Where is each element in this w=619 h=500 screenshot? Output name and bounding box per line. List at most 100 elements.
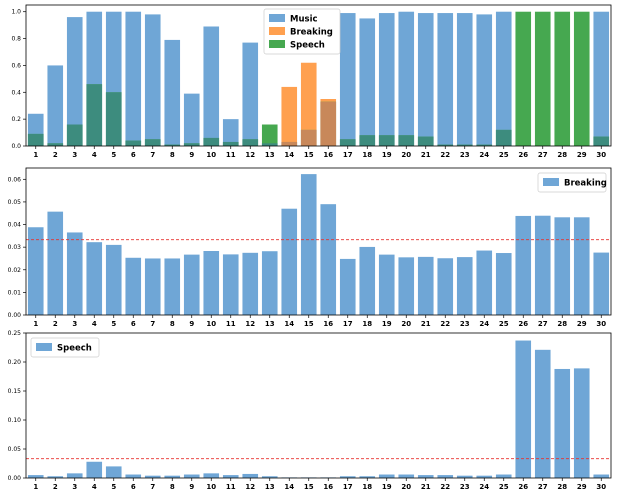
bar-speech-27 xyxy=(534,11,551,146)
bar-music-25 xyxy=(495,11,512,146)
xtick-label: 15 xyxy=(304,151,314,159)
ytick-label: 0.00 xyxy=(8,312,22,319)
ytick-label: 0.2 xyxy=(11,116,21,123)
bar-speech-3 xyxy=(66,473,83,478)
bar-speech-29 xyxy=(573,368,590,478)
bar-speech-28 xyxy=(554,11,571,146)
xtick-label: 24 xyxy=(479,483,489,491)
xtick-label: 3 xyxy=(72,483,77,491)
xtick-label: 25 xyxy=(499,483,509,491)
bar-music-30 xyxy=(593,11,610,146)
bar-overlap-30 xyxy=(593,136,610,146)
xtick-label: 4 xyxy=(92,320,97,328)
bar-overlap-16 xyxy=(320,101,337,146)
xtick-label: 20 xyxy=(401,320,411,328)
bar-overlap-22 xyxy=(437,144,454,146)
ytick-label: 0.01 xyxy=(8,289,22,296)
xtick-label: 15 xyxy=(304,483,314,491)
bar-music-18 xyxy=(359,18,376,146)
legend-label-speech: Speech xyxy=(290,41,325,51)
bar-speech-13 xyxy=(261,124,278,146)
bar-overlap-4 xyxy=(86,84,103,146)
bar-music-11 xyxy=(222,119,239,146)
xtick-label: 27 xyxy=(538,151,548,159)
xtick-label: 7 xyxy=(150,483,155,491)
bar-speech-6 xyxy=(125,474,142,478)
bar-breaking-15 xyxy=(300,62,317,146)
legend-swatch-speech xyxy=(269,40,285,48)
bar-music-8 xyxy=(164,39,181,146)
bar-speech-26 xyxy=(515,340,532,478)
axes-frame xyxy=(25,167,612,316)
xtick-label: 11 xyxy=(226,151,236,159)
bar-overlap-20 xyxy=(398,135,415,146)
xtick-label: 10 xyxy=(206,483,216,491)
bar-music-10 xyxy=(203,26,220,147)
xtick-label: 25 xyxy=(499,320,509,328)
bar-speech-24 xyxy=(476,475,493,478)
bar-speech-2 xyxy=(47,476,64,478)
bar-breaking-27 xyxy=(534,215,551,315)
xtick-label: 27 xyxy=(538,483,548,491)
bar-overlap-21 xyxy=(417,136,434,146)
bar-music-21 xyxy=(417,13,434,147)
xtick-label: 17 xyxy=(343,320,353,328)
bar-breaking-22 xyxy=(437,258,454,315)
xtick-label: 21 xyxy=(421,320,431,328)
ytick-label: 0.8 xyxy=(11,36,21,43)
bar-speech-19 xyxy=(378,474,395,478)
xtick-label: 5 xyxy=(111,320,116,328)
xtick-label: 2 xyxy=(53,320,58,328)
bar-speech-8 xyxy=(164,475,181,478)
bar-breaking-3 xyxy=(66,232,83,315)
bar-breaking-21 xyxy=(417,256,434,315)
bar-breaking-14 xyxy=(281,208,298,315)
xtick-label: 30 xyxy=(596,483,606,491)
xtick-label: 24 xyxy=(479,320,489,328)
xtick-label: 5 xyxy=(111,483,116,491)
bar-speech-29 xyxy=(573,11,590,146)
xtick-label: 6 xyxy=(131,483,136,491)
bar-breaking-26 xyxy=(515,215,532,315)
xtick-label: 22 xyxy=(440,151,450,159)
bar-breaking-5 xyxy=(105,244,122,315)
bar-overlap-14 xyxy=(281,141,298,146)
bar-breaking-2 xyxy=(47,211,64,315)
xtick-label: 22 xyxy=(440,483,450,491)
bar-speech-21 xyxy=(417,475,434,478)
xtick-label: 23 xyxy=(460,483,470,491)
legend-label-breaking: Breaking xyxy=(564,179,607,189)
bar-breaking-6 xyxy=(125,257,142,315)
bar-speech-30 xyxy=(593,474,610,478)
bar-music-23 xyxy=(456,13,473,147)
bar-overlap-5 xyxy=(105,92,122,146)
bar-overlap-3 xyxy=(66,124,83,146)
bar-breaking-20 xyxy=(398,257,415,315)
ytick-label: 0.25 xyxy=(8,330,22,337)
bar-breaking-13 xyxy=(261,251,278,315)
bar-music-20 xyxy=(398,11,415,146)
xtick-label: 18 xyxy=(362,151,372,159)
bar-breaking-8 xyxy=(164,258,181,315)
bar-music-6 xyxy=(125,11,142,146)
bar-breaking-28 xyxy=(554,217,571,315)
xtick-label: 29 xyxy=(577,483,587,491)
bar-breaking-11 xyxy=(222,254,239,315)
bar-overlap-6 xyxy=(125,140,142,146)
bar-breaking-25 xyxy=(495,253,512,315)
bar-breaking-29 xyxy=(573,217,590,315)
xtick-label: 2 xyxy=(53,151,58,159)
bar-breaking-24 xyxy=(476,250,493,315)
bar-breaking-15 xyxy=(300,174,317,315)
xtick-label: 23 xyxy=(460,151,470,159)
legend-label-speech: Speech xyxy=(57,344,92,354)
bar-speech-9 xyxy=(183,474,200,478)
legend-box xyxy=(30,337,100,358)
xtick-label: 4 xyxy=(92,483,97,491)
bar-breaking-4 xyxy=(86,242,103,315)
ytick-label: 0.02 xyxy=(8,267,22,274)
legend-label-music: Music xyxy=(290,15,318,25)
xtick-label: 30 xyxy=(596,320,606,328)
bar-breaking-9 xyxy=(183,254,200,315)
